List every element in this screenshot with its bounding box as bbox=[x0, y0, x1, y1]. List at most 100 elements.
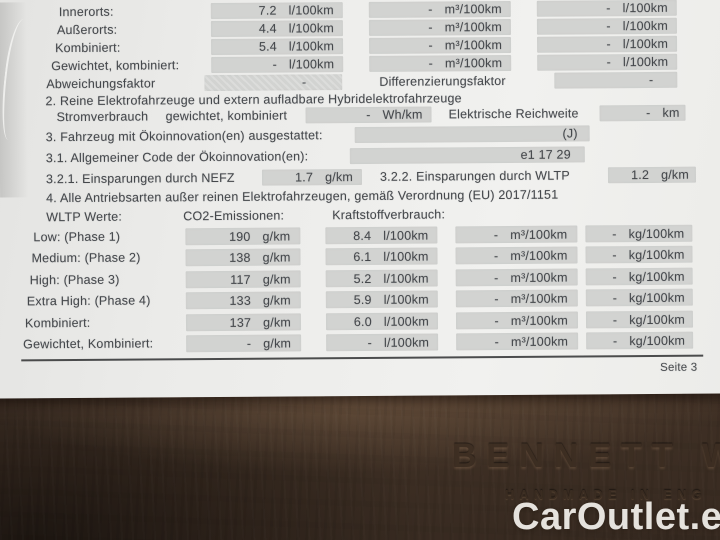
cell-value: - bbox=[366, 107, 371, 122]
row-label: 3. Fahrzeug mit Ökoinnovation(en) ausges… bbox=[45, 128, 323, 145]
value-cell: - bbox=[554, 71, 678, 89]
value-cell: - kg/100km bbox=[585, 245, 693, 264]
cell-value: 8.4 bbox=[353, 228, 372, 243]
value-cell: 7.2 l/100km bbox=[210, 2, 343, 20]
cell-value: - bbox=[246, 336, 252, 351]
row-label: Gewichtet, Kombiniert: bbox=[23, 336, 154, 352]
value-cell: 137 g/km bbox=[185, 313, 302, 332]
cell-value: - bbox=[606, 1, 611, 16]
cell-unit: m³/100km bbox=[510, 270, 568, 285]
row-label: Elektrische Reichweite bbox=[448, 106, 579, 122]
value-cell: - km bbox=[599, 104, 686, 122]
value-cell: - m³/100km bbox=[368, 0, 511, 18]
cell-value: 5.4 bbox=[258, 39, 277, 54]
value-cell: - l/100km bbox=[537, 35, 678, 53]
cell-unit: Wh/km bbox=[382, 107, 423, 122]
cell-unit: l/100km bbox=[383, 249, 429, 264]
row-label: Medium: (Phase 2) bbox=[31, 250, 141, 266]
cell-value: 190 bbox=[228, 229, 251, 244]
brand-embossed-text: BENNETT W bbox=[452, 437, 720, 475]
brand-tagline-embossed: HANDMADE IN ENG bbox=[505, 488, 707, 502]
value-cell: - m³/100km bbox=[455, 289, 578, 308]
value-cell: - bbox=[204, 74, 343, 92]
value-cell: 117 g/km bbox=[185, 270, 301, 289]
value-cell: 190 g/km bbox=[185, 227, 301, 246]
cell-value: - bbox=[428, 20, 433, 35]
cell-unit: l/100km bbox=[288, 57, 335, 72]
cell-value: 1.7 bbox=[295, 170, 314, 185]
cell-unit: g/km bbox=[661, 167, 690, 182]
value-cell: - l/100km bbox=[536, 0, 677, 17]
cell-value: 4.4 bbox=[258, 21, 277, 36]
cell-unit: kg/100km bbox=[628, 247, 685, 262]
oekoinnovation-row: 3. Fahrzeug mit Ökoinnovation(en) ausges… bbox=[0, 124, 720, 147]
strom-row: Stromverbrauch gewichtet, kombiniert - Wh… bbox=[0, 104, 720, 127]
cell-unit: l/100km bbox=[622, 36, 669, 52]
value-cell: 6.1 l/100km bbox=[325, 247, 438, 266]
cell-unit: l/100km bbox=[622, 18, 668, 34]
cell-unit: kg/100km bbox=[629, 312, 686, 327]
cell-value: 5.2 bbox=[353, 271, 372, 286]
cell-value: - bbox=[606, 37, 611, 52]
value-cell: 5.4 l/100km bbox=[211, 38, 344, 56]
value-cell: - m³/100km bbox=[455, 268, 578, 287]
cell-unit: m³/100km bbox=[444, 2, 502, 17]
cell-value: - bbox=[494, 313, 499, 328]
cell-unit: g/km bbox=[262, 292, 291, 308]
cell-value: (J) bbox=[562, 126, 578, 141]
cell-unit: m³/100km bbox=[510, 334, 569, 349]
cell-unit: l/100km bbox=[383, 228, 429, 243]
cell-value: - bbox=[612, 226, 617, 241]
cell-unit: l/100km bbox=[288, 3, 334, 18]
cell-unit: kg/100km bbox=[628, 290, 685, 305]
value-cell: - m³/100km bbox=[368, 18, 511, 36]
value-cell: - m³/100km bbox=[455, 225, 578, 244]
value-cell: 138 g/km bbox=[185, 248, 301, 267]
cell-value: - bbox=[493, 227, 499, 242]
value-cell: 6.0 l/100km bbox=[325, 312, 439, 331]
cell-value: - bbox=[494, 334, 500, 349]
cell-unit: g/km bbox=[263, 335, 292, 351]
table-row: Gewichtet, Kombiniert: - g/km - l/100km -m… bbox=[1, 331, 720, 357]
value-cell: - m³/100km bbox=[455, 246, 578, 265]
cell-unit: g/km bbox=[262, 271, 291, 287]
row-label: 3.2.2. Einsparungen durch WLTP bbox=[379, 168, 570, 184]
cell-value: - bbox=[612, 247, 617, 262]
value-cell: - kg/100km bbox=[585, 224, 693, 243]
wltp-header-row: WLTP Werte: CO2-Emissionen: Kraftstoffve… bbox=[0, 204, 720, 227]
cell-value: 6.1 bbox=[353, 249, 372, 264]
row-label: Extra High: (Phase 4) bbox=[26, 293, 151, 309]
row-label: 3.2.1. Einsparungen durch NEFZ bbox=[45, 170, 235, 187]
cell-unit: g/km bbox=[263, 314, 292, 330]
cell-value: 7.2 bbox=[258, 3, 277, 18]
row-label: Gewichtet, kombiniert: bbox=[51, 58, 180, 74]
cell-unit: m³/100km bbox=[510, 313, 569, 328]
value-cell: - kg/100km bbox=[585, 267, 693, 286]
value-cell: - Wh/km bbox=[305, 106, 432, 124]
cell-unit: l/100km bbox=[622, 0, 668, 16]
row-label: Kombiniert: bbox=[55, 40, 121, 56]
section-heading-label: 4. Alle Antriebsarten außer reinen Elekt… bbox=[46, 187, 559, 206]
cell-value: 5.9 bbox=[353, 292, 372, 307]
cell-unit: l/100km bbox=[383, 314, 430, 329]
row-label: Außerorts: bbox=[56, 22, 118, 38]
cell-unit: l/100km bbox=[288, 21, 334, 36]
value-cell: - g/km bbox=[186, 334, 302, 353]
document-content: Innerorts: 7.2 l/100km - m³/100km - l/100km… bbox=[0, 0, 720, 374]
row-label: Low: (Phase 1) bbox=[33, 229, 121, 245]
value-cell: - kg/100km bbox=[585, 288, 693, 307]
cell-value: - bbox=[648, 72, 654, 87]
cell-value: - bbox=[612, 290, 618, 305]
value-cell: 4.4 l/100km bbox=[210, 20, 343, 38]
cell-value: - bbox=[606, 55, 612, 70]
cell-value: - bbox=[606, 19, 611, 34]
cell-unit: l/100km bbox=[383, 335, 430, 350]
column-header: Kraftstoffverbrauch: bbox=[332, 207, 446, 223]
cell-value: - bbox=[428, 38, 433, 53]
value-cell: - l/100km bbox=[537, 53, 678, 71]
cell-value: - bbox=[428, 2, 433, 17]
document-page: Innerorts: 7.2 l/100km - m³/100km - l/100km… bbox=[0, 0, 720, 399]
column-header: WLTP Werte: bbox=[46, 209, 123, 225]
cell-unit: kg/100km bbox=[628, 269, 685, 284]
